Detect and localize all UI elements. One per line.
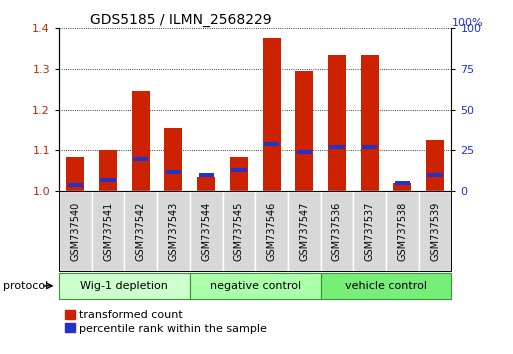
Bar — [99, 150, 117, 191]
Bar — [288, 191, 321, 271]
Bar — [419, 191, 451, 271]
Bar — [59, 191, 92, 271]
Bar — [255, 191, 288, 271]
Bar — [329, 145, 345, 149]
Bar — [166, 170, 181, 174]
Text: GSM737546: GSM737546 — [267, 201, 277, 261]
Bar — [190, 273, 321, 299]
Bar — [157, 191, 190, 271]
Bar — [263, 39, 281, 191]
Bar — [264, 142, 279, 146]
Text: protocol: protocol — [3, 281, 48, 291]
Bar — [199, 173, 214, 177]
Bar — [386, 191, 419, 271]
Text: GDS5185 / ILMN_2568229: GDS5185 / ILMN_2568229 — [90, 13, 272, 27]
Bar — [362, 145, 378, 149]
Text: GSM737538: GSM737538 — [398, 201, 407, 261]
Bar — [321, 191, 353, 271]
Bar — [361, 55, 379, 191]
Bar — [230, 156, 248, 191]
Bar — [321, 273, 451, 299]
Legend: transformed count, percentile rank within the sample: transformed count, percentile rank withi… — [65, 310, 267, 334]
Bar — [132, 91, 150, 191]
Bar — [68, 183, 83, 187]
Bar — [165, 128, 183, 191]
Bar — [427, 173, 443, 177]
Text: GSM737540: GSM737540 — [70, 201, 81, 261]
Bar — [231, 168, 247, 172]
Bar — [59, 273, 190, 299]
Text: GSM737543: GSM737543 — [168, 201, 179, 261]
Bar — [133, 156, 148, 161]
Text: Wig-1 depletion: Wig-1 depletion — [81, 281, 168, 291]
Bar — [426, 140, 444, 191]
Text: GSM737539: GSM737539 — [430, 201, 440, 261]
Bar — [223, 191, 255, 271]
Bar — [92, 191, 125, 271]
Text: vehicle control: vehicle control — [345, 281, 427, 291]
Bar — [328, 55, 346, 191]
Bar — [353, 191, 386, 271]
Bar — [190, 191, 223, 271]
Text: negative control: negative control — [210, 281, 301, 291]
Text: GSM737547: GSM737547 — [299, 201, 309, 261]
Text: 100%: 100% — [451, 18, 483, 28]
Text: GSM737541: GSM737541 — [103, 201, 113, 261]
Bar — [66, 156, 84, 191]
Bar — [295, 71, 313, 191]
Text: GSM737542: GSM737542 — [136, 201, 146, 261]
Bar — [394, 181, 410, 185]
Text: GSM737545: GSM737545 — [234, 201, 244, 261]
Bar — [197, 177, 215, 191]
Text: GSM737544: GSM737544 — [201, 201, 211, 261]
Bar — [297, 150, 312, 154]
Text: GSM737536: GSM737536 — [332, 201, 342, 261]
Bar — [124, 191, 157, 271]
Bar — [101, 178, 116, 182]
Bar — [393, 183, 411, 191]
Text: GSM737537: GSM737537 — [365, 201, 374, 261]
